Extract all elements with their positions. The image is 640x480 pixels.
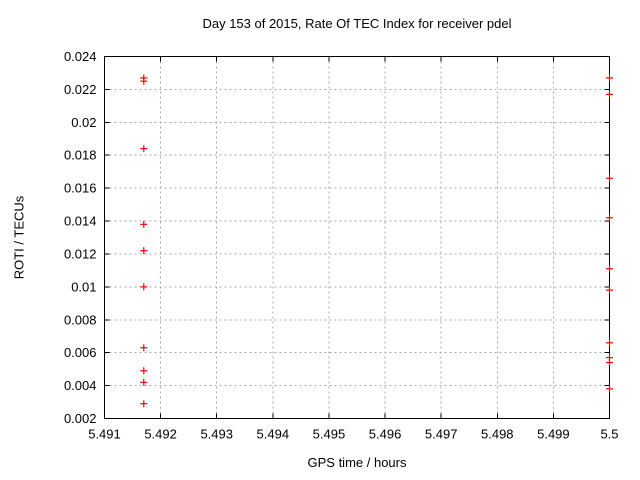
chart-title: Day 153 of 2015, Rate Of TEC Index for r… [202,16,512,31]
y-tick-label: 0.01 [71,279,96,294]
x-tick-label: 5.5 [600,427,618,442]
x-tick-label: 5.494 [257,427,290,442]
y-tick-label: 0.012 [64,246,97,261]
x-tick-label: 5.499 [537,427,570,442]
y-tick-label: 0.014 [64,214,97,229]
y-tick-label: 0.022 [64,82,97,97]
y-tick-label: 0.008 [64,312,97,327]
x-tick-label: 5.497 [425,427,458,442]
plot-border [104,56,610,419]
y-tick-label: 0.006 [64,345,97,360]
y-tick-label: 0.016 [64,181,97,196]
x-tick-label: 5.493 [200,427,233,442]
x-tick-label: 5.495 [313,427,346,442]
x-tick-label: 5.491 [88,427,121,442]
y-tick-label: 0.004 [64,378,97,393]
y-tick-label: 0.02 [71,115,96,130]
y-tick-label: 0.002 [64,411,97,426]
x-axis-title: GPS time / hours [307,455,407,470]
x-tick-label: 5.498 [481,427,514,442]
y-tick-label: 0.018 [64,148,97,163]
x-tick-label: 5.496 [369,427,402,442]
y-tick-label: 0.024 [64,49,97,64]
x-tick-label: 5.492 [144,427,177,442]
